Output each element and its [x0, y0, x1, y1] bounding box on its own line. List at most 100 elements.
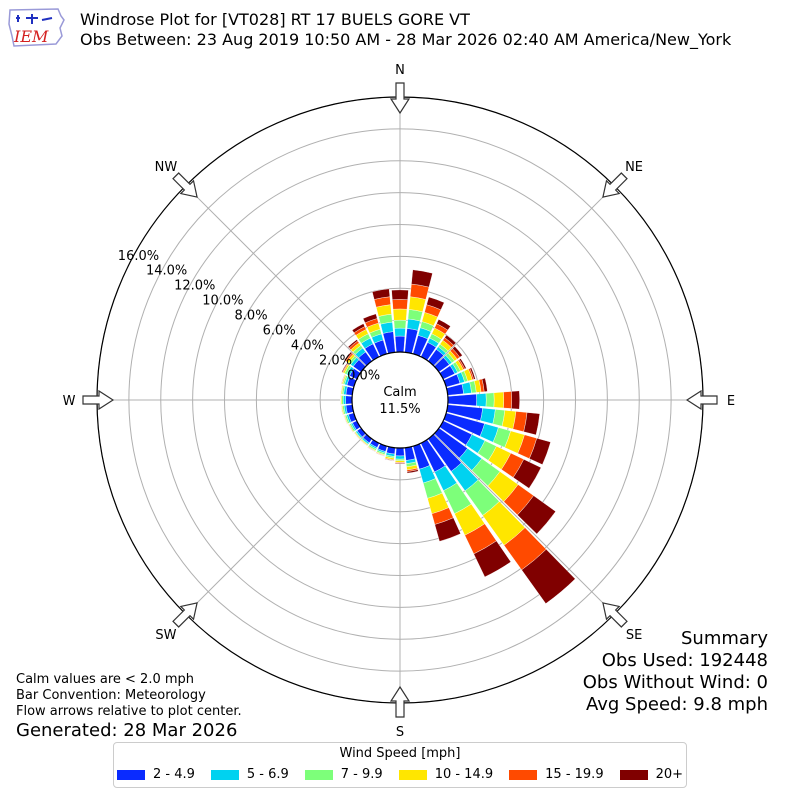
windrose-bar-segment — [343, 415, 348, 425]
legend-item: 10 - 14.9 — [398, 767, 494, 782]
windrose-bar-segment — [340, 384, 343, 395]
legend-label: 2 - 4.9 — [152, 767, 195, 782]
flow-arrow-icon — [389, 82, 411, 115]
windrose-bar-segment — [436, 319, 451, 331]
windrose-overlay: Calm11.5%0.0%2.0%4.0%6.0%8.0%10.0%12.0%1… — [63, 63, 736, 740]
legend-title: Wind Speed [mph] — [339, 746, 461, 761]
note-flow: Flow arrows relative to plot center. — [16, 704, 242, 719]
windrose-bar-segment — [473, 540, 512, 578]
legend-label: 5 - 6.9 — [246, 767, 289, 782]
windrose-bar-segment — [340, 405, 343, 415]
flow-arrow-shape — [172, 172, 198, 198]
windrose-bar-segment — [391, 289, 409, 300]
radial-tick-label: 10.0% — [202, 294, 243, 309]
windrose-bar-segment — [345, 395, 353, 405]
legend-label: 7 - 9.9 — [340, 767, 383, 782]
windrose-bar-segment — [511, 390, 520, 410]
legend-item: 5 - 6.9 — [210, 767, 289, 782]
direction-label: S — [396, 725, 404, 740]
windrose-bar-segment — [351, 323, 366, 334]
summary-avg-speed: Avg Speed: 9.8 mph — [586, 694, 768, 715]
logo-figure — [16, 14, 53, 24]
radial-tick-label: 14.0% — [146, 264, 187, 279]
windrose-bar-segment — [481, 377, 488, 392]
windrose-bar-segment — [392, 299, 408, 310]
grid-spoke — [433, 185, 615, 367]
iowa-outline — [8, 8, 65, 47]
flow-arrow-icon — [602, 602, 628, 628]
windrose-bar-segment — [367, 446, 376, 453]
radial-tick-label: 8.0% — [235, 309, 268, 324]
windrose-bar-segment — [469, 367, 476, 380]
radial-tick-label: 4.0% — [291, 339, 324, 354]
legend-swatch — [398, 769, 427, 780]
direction-label: NE — [625, 160, 643, 175]
flow-arrow-shape — [602, 602, 628, 628]
windrose-bar-segment — [411, 269, 433, 288]
summary-obs-used: Obs Used: 192448 — [601, 650, 768, 671]
windrose-bar-segment — [360, 439, 368, 447]
windrose-bar-segment — [517, 495, 556, 535]
windrose-bar-segment — [395, 447, 405, 457]
notes-block: Calm values are < 2.0 mph Bar Convention… — [16, 672, 242, 742]
flow-arrow-shape — [82, 389, 115, 411]
radial-tick-label: 0.0% — [347, 368, 380, 383]
note-generated: Generated: 28 Mar 2026 — [16, 720, 238, 741]
windrose-bar-segment — [395, 455, 405, 460]
windrose-bar-segment — [476, 393, 487, 407]
windrose-bar-segment — [340, 374, 345, 384]
windrose-bar-segment — [459, 358, 467, 370]
legend-item: 2 - 4.9 — [116, 767, 195, 782]
direction-label: W — [63, 394, 76, 409]
windrose-bar-segment — [493, 391, 504, 409]
grid-spoke — [185, 185, 367, 367]
flow-arrow-icon — [685, 389, 718, 411]
logo-text: IEM — [13, 27, 49, 46]
windrose-bar-segment — [394, 462, 406, 465]
chart-subtitle: Obs Between: 23 Aug 2019 10:50 AM - 28 M… — [80, 30, 732, 49]
radial-tick-label: 12.0% — [174, 279, 215, 294]
windrose-bar-segment — [348, 424, 354, 433]
flow-arrow-icon — [602, 172, 628, 198]
flow-arrow-icon — [172, 172, 198, 198]
flow-arrow-shape — [389, 685, 411, 718]
windrose-bar-segment — [347, 339, 358, 349]
windrose-bar-segment — [521, 549, 576, 604]
windrose-bar-segment — [343, 395, 346, 405]
legend-swatch — [619, 769, 648, 780]
grid-spoke — [433, 433, 615, 615]
windrose-bar-segment — [426, 296, 445, 311]
flow-arrow-icon — [172, 602, 198, 628]
summary-heading: Summary — [681, 628, 768, 649]
radial-tick-label: 2.0% — [319, 354, 352, 369]
direction-label: NW — [155, 160, 178, 175]
legend-label: 15 - 19.9 — [545, 767, 604, 782]
iem-logo: IEM — [8, 8, 65, 47]
windrose-bar-segment — [394, 335, 406, 353]
direction-label: SE — [626, 628, 642, 643]
windrose-bar-segment — [444, 334, 457, 346]
legend-item: 7 - 9.9 — [304, 767, 383, 782]
note-calm: Calm values are < 2.0 mph — [16, 672, 195, 687]
windrose-bars — [340, 269, 576, 604]
radial-tick-label: 6.0% — [263, 324, 296, 339]
flow-arrow-icon — [389, 685, 411, 718]
legend-item: 15 - 19.9 — [509, 767, 604, 782]
calm-circle — [351, 351, 449, 449]
windrose-bar-segment — [447, 393, 477, 407]
windrose-bar-segment — [393, 319, 407, 329]
legend-label: 20+ — [655, 767, 684, 782]
radial-tick-label: 16.0% — [118, 249, 159, 264]
windrose-bar-segment — [371, 288, 391, 300]
windrose-bar-segment — [362, 313, 378, 324]
windrose-bar-segment — [512, 459, 542, 489]
windrose-bar-segment — [434, 517, 461, 542]
legend-item: 20+ — [619, 767, 684, 782]
windrose-bar-segment — [375, 452, 385, 457]
direction-label: E — [727, 394, 735, 409]
chart-title: Windrose Plot for [VT028] RT 17 BUELS GO… — [80, 10, 470, 29]
direction-label: N — [395, 63, 405, 78]
legend-label: 10 - 14.9 — [434, 767, 494, 782]
direction-label: SW — [155, 628, 176, 643]
